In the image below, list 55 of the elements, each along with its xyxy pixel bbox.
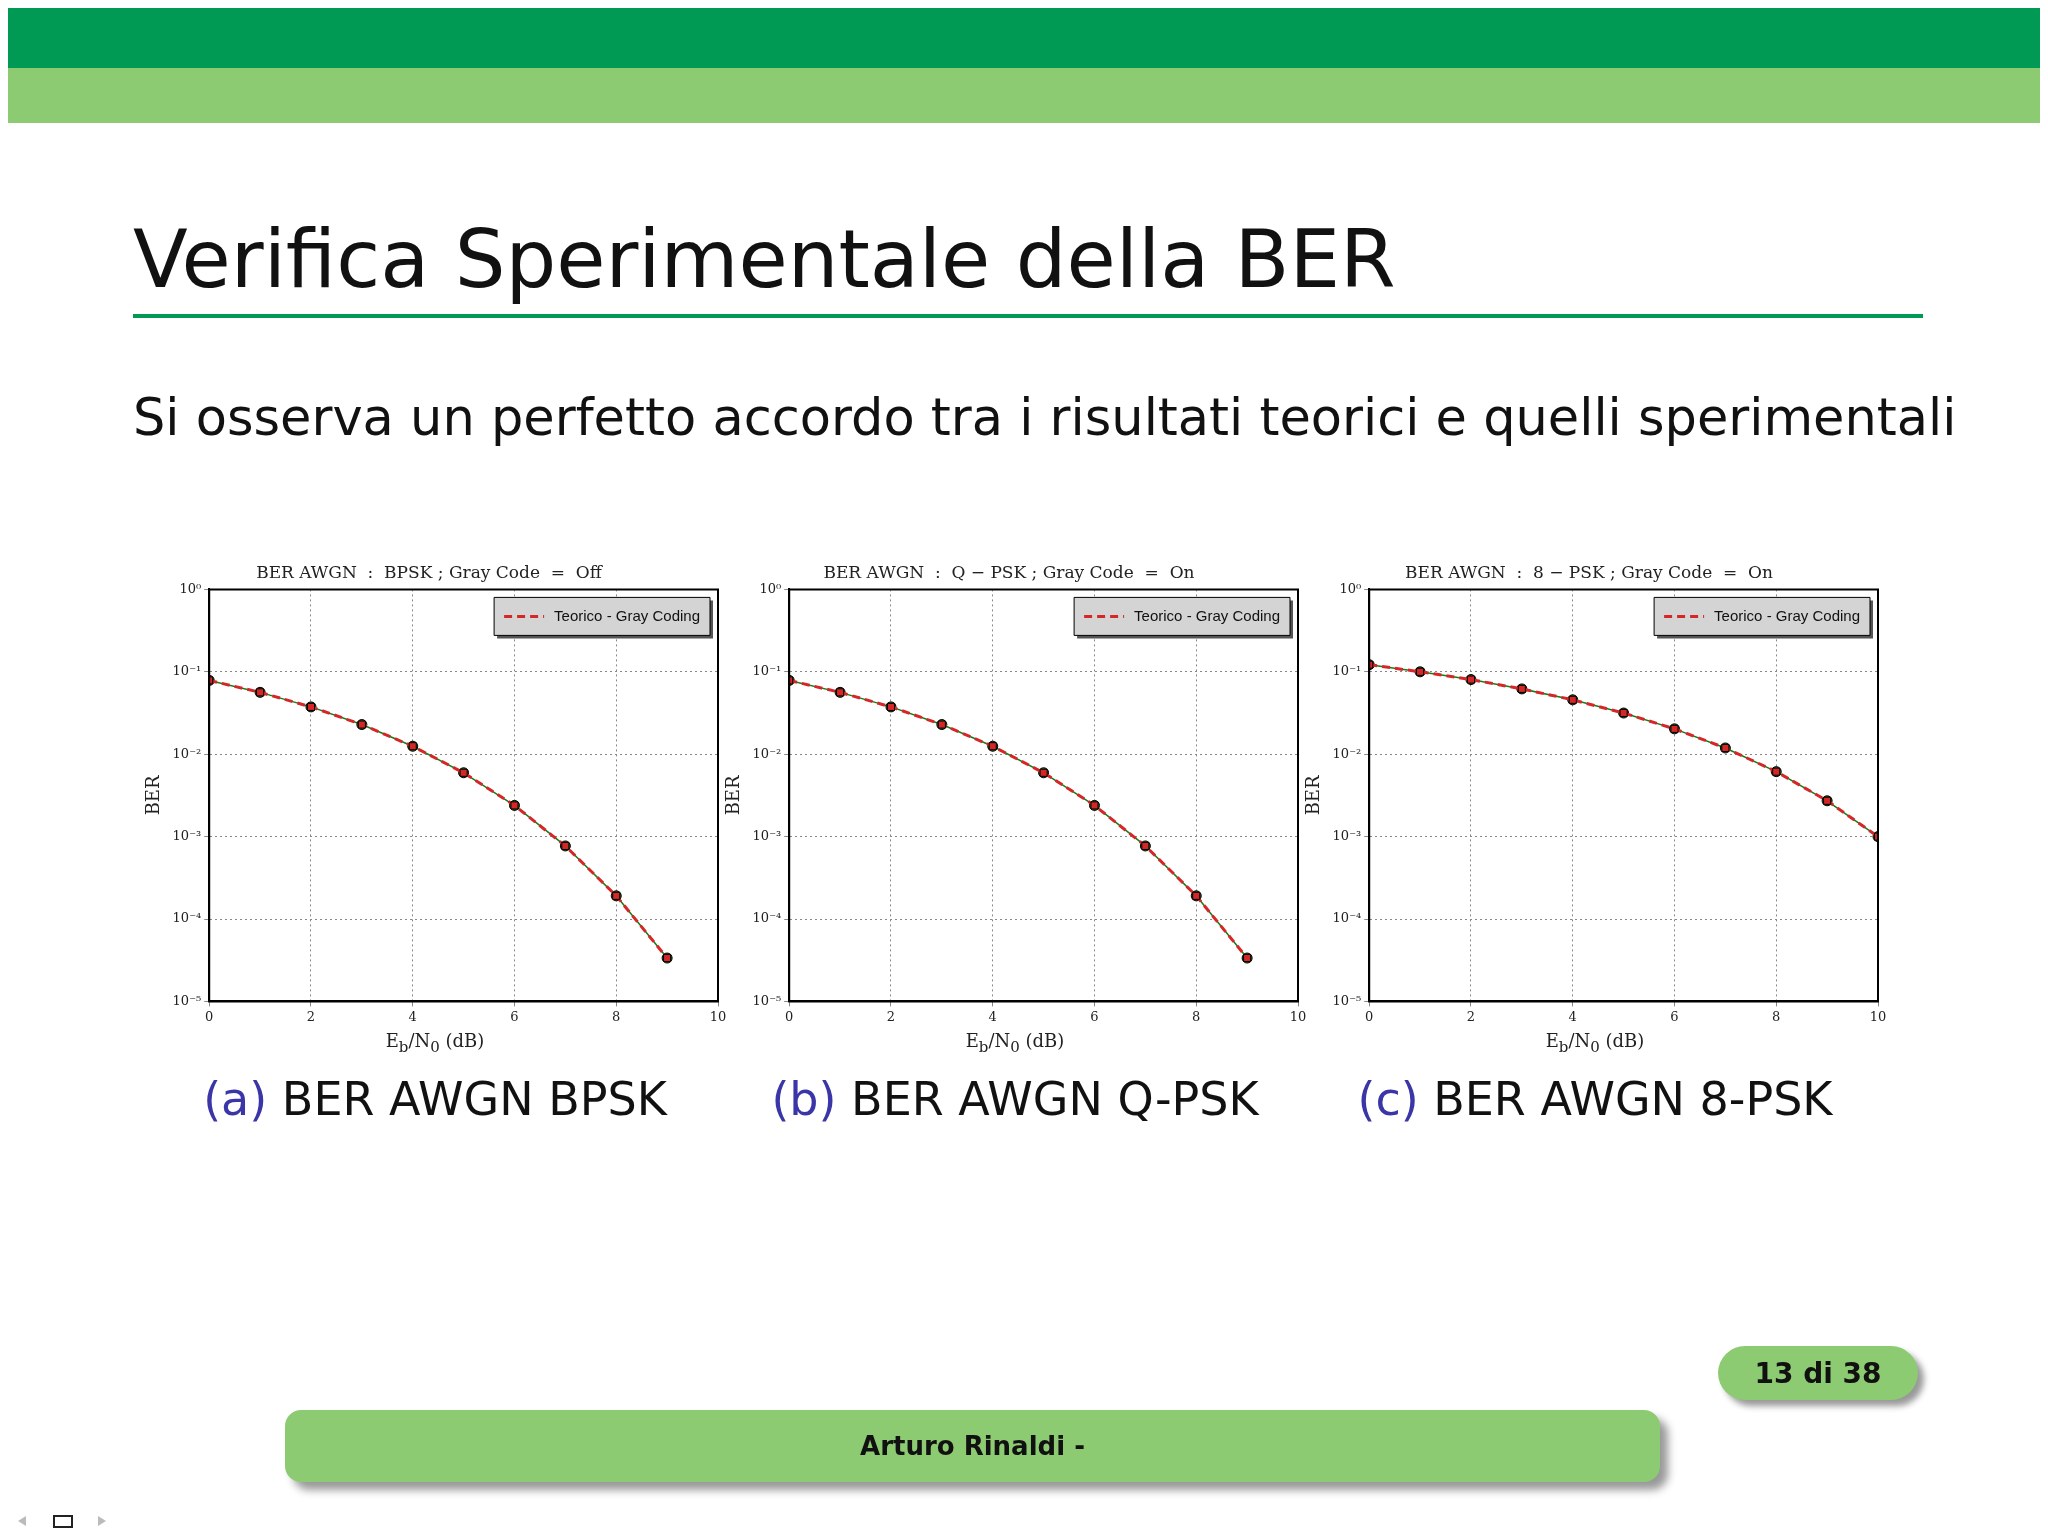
x-tick-label: 4 xyxy=(1568,1008,1577,1024)
y-tick-label: 10⁻¹ xyxy=(752,663,782,679)
y-axis-title: BER xyxy=(1302,774,1324,816)
x-tick-label: 8 xyxy=(1192,1008,1201,1024)
y-axis-title: BER xyxy=(142,774,164,816)
y-axis-title: BER xyxy=(722,774,744,816)
x-tick-label: 8 xyxy=(612,1008,621,1024)
text: Verifica Sperimentale della BER xyxy=(133,213,1396,306)
x-tick-label: 6 xyxy=(1090,1008,1099,1024)
y-tick-label: 10⁻² xyxy=(752,745,782,761)
y-tick-label: 10⁻³ xyxy=(1332,827,1362,843)
x-tick-label: 10 xyxy=(1289,1008,1307,1024)
y-tick-label: 10⁻³ xyxy=(172,827,202,843)
y-tick-label: 10⁻¹ xyxy=(1332,663,1362,679)
x-tick-label: 0 xyxy=(785,1008,794,1024)
text: Si osserva un perfetto accordo tra i risultati teorici e quelli sperimentali xyxy=(133,388,1957,447)
legend-label: Teorico - Gray Coding xyxy=(1714,606,1861,624)
text: (a) BER AWGN BPSK xyxy=(202,1071,669,1126)
y-tick-label: 10⁰ xyxy=(1339,580,1362,596)
y-tick-label: 10⁻² xyxy=(172,745,202,761)
y-tick-label: 10⁻⁵ xyxy=(172,992,202,1008)
page-badge: 13 di 38 xyxy=(1718,1346,1918,1400)
chart-title: BER AWGN : Q − PSK ; Gray Code = On xyxy=(823,561,1195,582)
x-tick-label: 2 xyxy=(1466,1008,1476,1024)
chart-title: BER AWGN : 8 − PSK ; Gray Code = On xyxy=(1405,561,1774,582)
legend-label: Teorico - Gray Coding xyxy=(1134,606,1281,624)
legend-label: Teorico - Gray Coding xyxy=(554,606,701,624)
x-tick-label: 0 xyxy=(1365,1008,1374,1024)
x-axis-title: E$_{b}$/N$_{0}$ (dB) xyxy=(964,1030,1066,1056)
x-tick-label: 4 xyxy=(988,1008,997,1024)
x-tick-label: 4 xyxy=(408,1008,417,1024)
x-axis-title: E$_{b}$/N$_{0}$ (dB) xyxy=(384,1030,486,1056)
x-tick-label: 0 xyxy=(205,1008,214,1024)
text: (b) BER AWGN Q-PSK xyxy=(770,1071,1261,1126)
x-axis-title: E$_{b}$/N$_{0}$ (dB) xyxy=(1544,1030,1646,1056)
x-tick-label: 2 xyxy=(886,1008,896,1024)
footer-bar: Arturo Rinaldi - xyxy=(285,1410,1660,1482)
text: (c) BER AWGN 8-PSK xyxy=(1356,1071,1834,1126)
x-tick-label: 10 xyxy=(709,1008,727,1024)
y-tick-label: 10⁰ xyxy=(759,580,782,596)
y-tick-label: 10⁻⁴ xyxy=(1332,910,1362,926)
y-tick-label: 10⁻⁴ xyxy=(172,910,202,926)
y-tick-label: 10⁻⁵ xyxy=(1332,992,1362,1008)
x-tick-label: 8 xyxy=(1772,1008,1781,1024)
y-tick-label: 10⁻² xyxy=(1332,745,1362,761)
y-tick-label: 10⁻⁴ xyxy=(752,910,782,926)
chart-title: BER AWGN : BPSK ; Gray Code = Off xyxy=(256,561,604,582)
x-tick-label: 10 xyxy=(1869,1008,1887,1024)
x-tick-label: 2 xyxy=(306,1008,316,1024)
x-tick-label: 6 xyxy=(1670,1008,1679,1024)
y-tick-label: 10⁻¹ xyxy=(172,663,202,679)
y-tick-label: 10⁻³ xyxy=(752,827,782,843)
y-tick-label: 10⁻⁵ xyxy=(752,992,782,1008)
x-tick-label: 6 xyxy=(510,1008,519,1024)
y-tick-label: 10⁰ xyxy=(179,580,202,596)
